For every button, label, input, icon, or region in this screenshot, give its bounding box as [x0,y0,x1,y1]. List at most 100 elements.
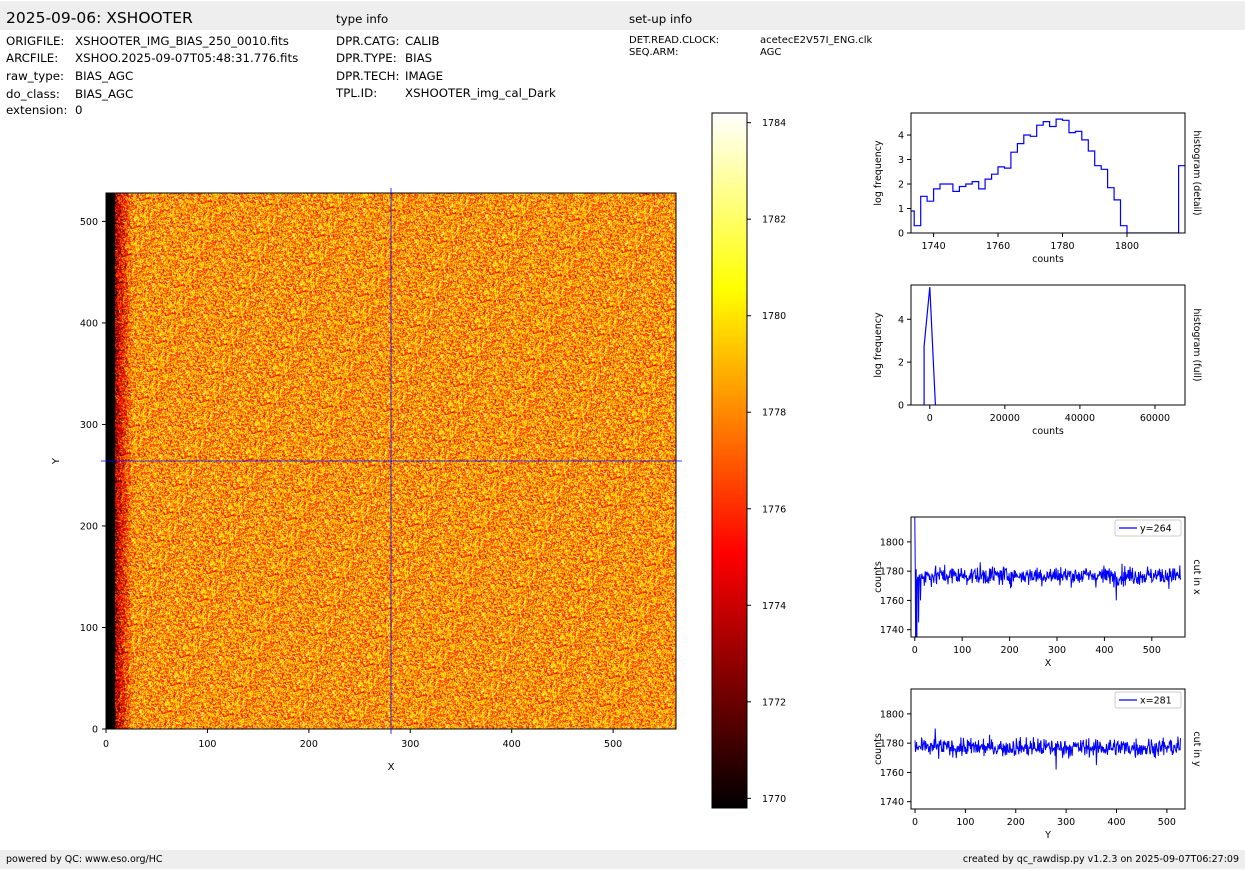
file-info-value: XSHOO.2025-09-07T05:48:31.776.fits [75,51,299,65]
cut-y-side-label: cut in y [1191,731,1202,767]
histogram-detail-y-tick-label: 0 [898,229,904,240]
image-x-axis-label: X [388,762,395,773]
file-info-key: ORIGFILE: [6,34,65,48]
histogram-full-line [923,287,936,405]
setup-info-value: acetecE2V57I_ENG.clk [760,35,873,46]
colorbar-tick-label: 1784 [762,118,786,129]
cut-y-y-axis-label: counts [873,733,884,765]
cut-x-y-tick-label: 1800 [880,537,904,548]
cut-y-x-tick-label: 300 [1057,817,1075,828]
histogram-detail-x-tick-label: 1800 [1115,241,1139,252]
image-y-axis-label: Y [51,457,62,465]
image-x-tick-label: 200 [300,739,318,750]
histogram-full-frame [910,284,1186,406]
cut-x-frame [910,516,1186,638]
histogram-detail-y-tick-label: 1 [898,204,904,215]
cut-x-side-label: cut in x [1191,559,1202,595]
cut-y-x-axis-label: Y [1044,830,1051,841]
file-info-value: BIAS_AGC [75,87,134,101]
file-info-key: ARCFILE: [6,51,59,65]
setup-info-key: SEQ.ARM: [629,47,679,58]
cut-y-x-tick-label: 500 [1158,817,1176,828]
histogram-full-y-tick-label: 0 [898,401,904,412]
cut-x-x-tick-label: 500 [1143,645,1161,656]
colorbar-tick-label: 1782 [762,215,786,226]
cut-x-legend-box [1114,519,1182,537]
type-info-key: TPL.ID: [336,86,378,100]
cut-y-legend-box [1114,691,1182,709]
cut-y-legend: x=281 [1114,691,1182,709]
histogram-detail-side-label: histogram (detail) [1191,130,1202,215]
file-info-value: BIAS_AGC [75,69,134,83]
cut-x-y-tick-label: 1760 [880,596,904,607]
histogram-detail-y-tick-label: 2 [898,180,904,191]
colorbar-tick-label: 1778 [762,408,786,419]
image-y-tick-label: 400 [80,318,98,329]
type-info-value: XSHOOTER_img_cal_Dark [405,86,556,100]
image-y-tick-label: 300 [80,420,98,431]
footer-left-text: powered by QC: www.eso.org/HC [6,854,163,865]
cut-y-x-tick-label: 100 [956,817,974,828]
cut-x-y-tick-label: 1780 [880,567,904,578]
image-y-tick-label: 0 [92,725,98,736]
cut-x-x-axis-label: X [1045,658,1052,669]
image-y-tick-label: 200 [80,521,98,532]
histogram-full-side-label: histogram (full) [1191,308,1202,381]
cut-y-y-tick-label: 1740 [880,797,904,808]
page-title: 2025-09-06: XSHOOTER [6,9,193,27]
type-info-heading: type info [336,12,389,26]
cut-y-y-tick-label: 1760 [880,768,904,779]
histogram-full-y-tick-label: 4 [898,315,904,326]
cut-y-x-tick-label: 400 [1107,817,1125,828]
cut-x-y-tick-label: 1740 [880,625,904,636]
cut-y-x-tick-label: 200 [1007,817,1025,828]
cut-x-x-tick-label: 100 [953,645,971,656]
colorbar-tick-label: 1780 [762,311,786,322]
file-info-value: 0 [75,103,83,117]
setup-info-key: DET.READ.CLOCK: [629,35,720,46]
colorbar [712,113,747,808]
histogram-full-x-tick-label: 40000 [1065,413,1095,424]
cut-y-x-tick-label: 0 [912,817,918,828]
footer-bar [0,850,1245,869]
cut-y-frame [910,688,1186,810]
cut-x-x-tick-label: 200 [1001,645,1019,656]
image-y-tick-label: 100 [80,623,98,634]
footer-right-text: created by qc_rawdisp.py v1.2.3 on 2025-… [962,854,1239,865]
type-info-key: DPR.TECH: [336,69,400,83]
cut-x-x-tick-label: 300 [1048,645,1066,656]
histogram-full-y-axis-label: log frequency [873,312,884,378]
histogram-detail-x-tick-label: 1740 [921,241,945,252]
image-x-tick-label: 500 [604,739,622,750]
histogram-full-x-tick-label: 20000 [990,413,1020,424]
histogram-full-x-tick-label: 60000 [1140,413,1170,424]
cut-x-legend-label: y=264 [1140,524,1172,535]
setup-info-heading: set-up info [629,12,693,26]
image-x-tick-label: 0 [103,739,109,750]
cut-y-line [914,728,1181,770]
histogram-full-x-axis-label: counts [1032,426,1064,437]
colorbar-tick-label: 1776 [762,504,786,515]
cut-x-line [914,517,1182,637]
cut-x-y-axis-label: counts [873,561,884,593]
cut-x-legend: y=264 [1114,519,1182,537]
cut-x-x-tick-label: 0 [912,645,918,656]
image-x-tick-label: 300 [401,739,419,750]
histogram-detail-x-tick-label: 1780 [1050,241,1074,252]
cut-y-y-tick-label: 1800 [880,709,904,720]
colorbar-tick-label: 1770 [762,794,786,805]
type-info-value: IMAGE [405,69,444,83]
file-info-key: extension: [6,103,68,117]
cut-y-y-tick-label: 1780 [880,739,904,750]
image-x-tick-label: 400 [503,739,521,750]
image-x-tick-label: 100 [198,739,216,750]
cut-y-legend-label: x=281 [1140,696,1172,707]
file-info-value: XSHOOTER_IMG_BIAS_250_0010.fits [75,34,289,48]
file-info-key: do_class: [6,87,60,101]
type-info-value: CALIB [405,34,440,48]
cut-x-x-tick-label: 400 [1095,645,1113,656]
colorbar-frame [711,112,748,809]
header-bar [0,1,1245,30]
histogram-detail-x-axis-label: counts [1032,254,1064,265]
